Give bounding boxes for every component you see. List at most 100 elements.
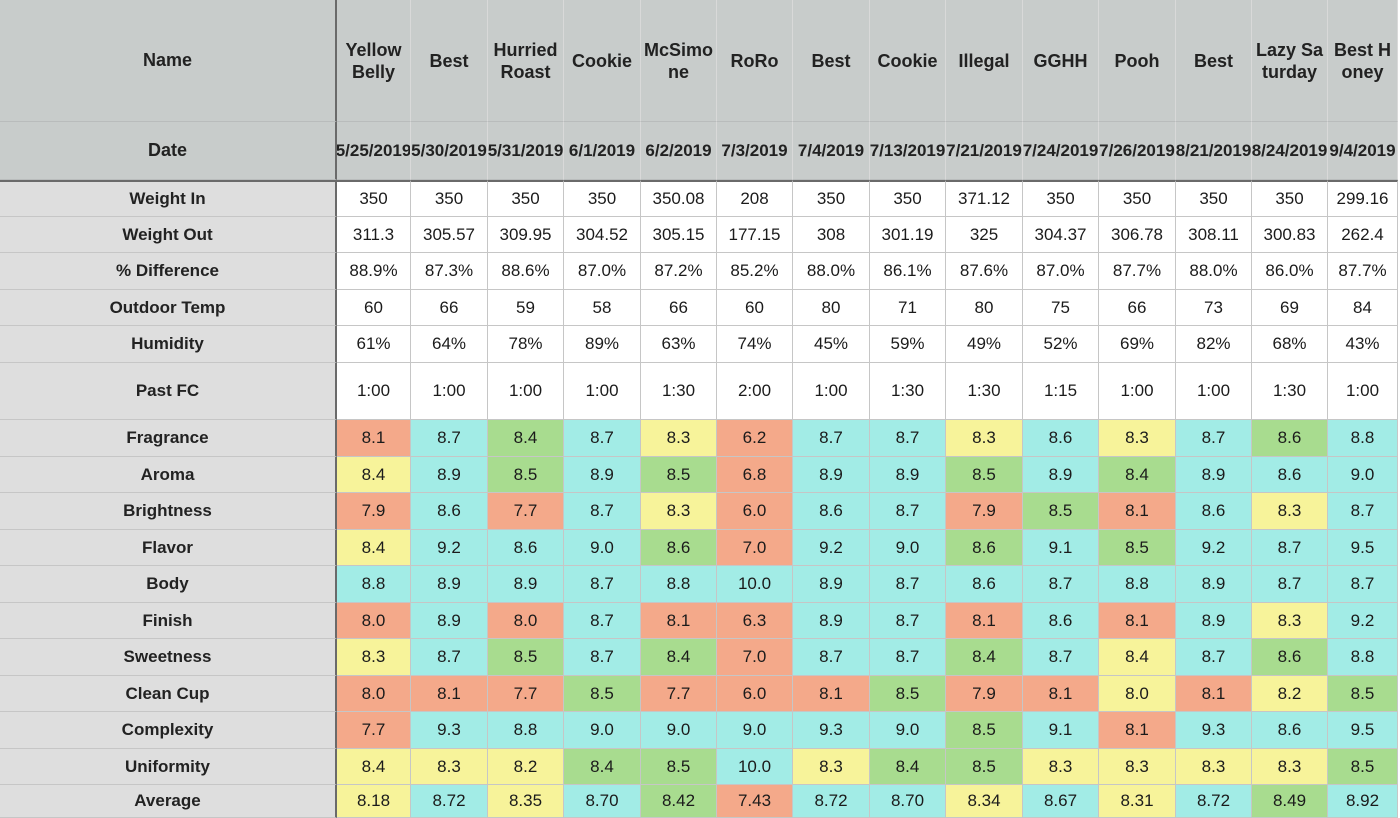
table-cell[interactable]: 87.7% — [1328, 253, 1398, 290]
table-cell[interactable]: 8.7 — [870, 639, 946, 676]
table-cell[interactable]: 8.6 — [793, 493, 870, 530]
table-cell[interactable]: 66 — [1099, 290, 1176, 326]
table-cell[interactable]: 8.18 — [337, 785, 411, 818]
table-cell[interactable]: 8.7 — [870, 566, 946, 603]
table-cell[interactable]: 8.6 — [1252, 639, 1328, 676]
column-date-header[interactable]: 5/25/2019 — [337, 122, 411, 180]
table-cell[interactable]: 8.6 — [1252, 457, 1328, 493]
table-cell[interactable]: 350 — [793, 180, 870, 217]
table-cell[interactable]: 1:30 — [1252, 363, 1328, 420]
table-cell[interactable]: 8.42 — [641, 785, 717, 818]
table-cell[interactable]: 8.4 — [641, 639, 717, 676]
table-cell[interactable]: 8.6 — [1176, 493, 1252, 530]
table-cell[interactable]: 1:00 — [793, 363, 870, 420]
table-cell[interactable]: 8.1 — [1176, 676, 1252, 712]
table-cell[interactable]: 64% — [411, 326, 488, 363]
column-name-header[interactable]: Best — [411, 0, 488, 122]
table-cell[interactable]: 1:00 — [1176, 363, 1252, 420]
table-cell[interactable]: 8.7 — [1252, 566, 1328, 603]
table-cell[interactable]: 88.9% — [337, 253, 411, 290]
table-cell[interactable]: 8.9 — [564, 457, 641, 493]
table-cell[interactable]: 9.0 — [564, 530, 641, 566]
table-cell[interactable]: 7.0 — [717, 639, 793, 676]
table-cell[interactable]: 84 — [1328, 290, 1398, 326]
table-cell[interactable]: 1:00 — [411, 363, 488, 420]
table-cell[interactable]: 8.4 — [337, 457, 411, 493]
table-cell[interactable]: 8.9 — [870, 457, 946, 493]
table-cell[interactable]: 8.67 — [1023, 785, 1099, 818]
table-cell[interactable]: 75 — [1023, 290, 1099, 326]
table-cell[interactable]: 8.3 — [1252, 603, 1328, 639]
column-date-header[interactable]: 7/13/2019 — [870, 122, 946, 180]
table-cell[interactable]: 9.0 — [717, 712, 793, 749]
table-cell[interactable]: 68% — [1252, 326, 1328, 363]
table-cell[interactable]: 8.7 — [1328, 566, 1398, 603]
table-cell[interactable]: 10.0 — [717, 749, 793, 785]
table-cell[interactable]: 7.43 — [717, 785, 793, 818]
table-cell[interactable]: 1:30 — [870, 363, 946, 420]
table-cell[interactable]: 8.7 — [793, 639, 870, 676]
table-cell[interactable]: 8.1 — [1023, 676, 1099, 712]
table-cell[interactable]: 6.8 — [717, 457, 793, 493]
table-cell[interactable]: 8.4 — [870, 749, 946, 785]
table-cell[interactable]: 1:30 — [641, 363, 717, 420]
table-cell[interactable]: 6.0 — [717, 676, 793, 712]
table-cell[interactable]: 311.3 — [337, 217, 411, 253]
table-cell[interactable]: 8.7 — [793, 420, 870, 457]
table-cell[interactable]: 8.72 — [1176, 785, 1252, 818]
table-cell[interactable]: 8.9 — [1023, 457, 1099, 493]
table-cell[interactable]: 69 — [1252, 290, 1328, 326]
table-cell[interactable]: 9.3 — [793, 712, 870, 749]
table-cell[interactable]: 8.6 — [1252, 712, 1328, 749]
table-cell[interactable]: 8.3 — [1252, 749, 1328, 785]
table-cell[interactable]: 80 — [793, 290, 870, 326]
column-name-header[interactable]: RoRo — [717, 0, 793, 122]
table-cell[interactable]: 7.9 — [337, 493, 411, 530]
table-cell[interactable]: 262.4 — [1328, 217, 1398, 253]
column-date-header[interactable]: 7/26/2019 — [1099, 122, 1176, 180]
column-date-header[interactable]: 8/21/2019 — [1176, 122, 1252, 180]
table-cell[interactable]: 8.8 — [337, 566, 411, 603]
table-cell[interactable]: 8.1 — [1099, 493, 1176, 530]
table-cell[interactable]: 8.9 — [411, 457, 488, 493]
table-cell[interactable]: 1:00 — [564, 363, 641, 420]
table-cell[interactable]: 350 — [564, 180, 641, 217]
table-cell[interactable]: 300.83 — [1252, 217, 1328, 253]
table-cell[interactable]: 8.4 — [1099, 639, 1176, 676]
table-cell[interactable]: 7.0 — [717, 530, 793, 566]
table-cell[interactable]: 8.5 — [564, 676, 641, 712]
column-name-header[interactable]: Best Honey — [1328, 0, 1398, 122]
table-cell[interactable]: 308.11 — [1176, 217, 1252, 253]
table-cell[interactable]: 88.0% — [1176, 253, 1252, 290]
column-date-header[interactable]: 5/31/2019 — [488, 122, 564, 180]
table-cell[interactable]: 8.7 — [1023, 639, 1099, 676]
table-cell[interactable]: 74% — [717, 326, 793, 363]
table-cell[interactable]: 8.7 — [1252, 530, 1328, 566]
table-cell[interactable]: 8.7 — [1176, 420, 1252, 457]
column-name-header[interactable]: Yellow Belly — [337, 0, 411, 122]
table-cell[interactable]: 69% — [1099, 326, 1176, 363]
column-date-header[interactable]: 7/21/2019 — [946, 122, 1023, 180]
table-cell[interactable]: 8.8 — [1099, 566, 1176, 603]
table-cell[interactable]: 8.7 — [564, 493, 641, 530]
table-cell[interactable]: 86.1% — [870, 253, 946, 290]
table-cell[interactable]: 8.0 — [337, 676, 411, 712]
table-cell[interactable]: 8.70 — [870, 785, 946, 818]
table-cell[interactable]: 1:00 — [1328, 363, 1398, 420]
table-cell[interactable]: 8.1 — [793, 676, 870, 712]
table-cell[interactable]: 8.1 — [1099, 712, 1176, 749]
table-cell[interactable]: 8.5 — [488, 639, 564, 676]
table-cell[interactable]: 7.9 — [946, 676, 1023, 712]
table-cell[interactable]: 8.3 — [411, 749, 488, 785]
table-cell[interactable]: 8.1 — [946, 603, 1023, 639]
table-cell[interactable]: 7.7 — [488, 493, 564, 530]
table-cell[interactable]: 89% — [564, 326, 641, 363]
table-cell[interactable]: 308 — [793, 217, 870, 253]
table-cell[interactable]: 63% — [641, 326, 717, 363]
column-name-header[interactable]: Cookie — [564, 0, 641, 122]
column-name-header[interactable]: Pooh — [1099, 0, 1176, 122]
column-date-header[interactable]: 7/4/2019 — [793, 122, 870, 180]
column-name-header[interactable]: Lazy Saturday — [1252, 0, 1328, 122]
table-cell[interactable]: 58 — [564, 290, 641, 326]
table-cell[interactable]: 85.2% — [717, 253, 793, 290]
